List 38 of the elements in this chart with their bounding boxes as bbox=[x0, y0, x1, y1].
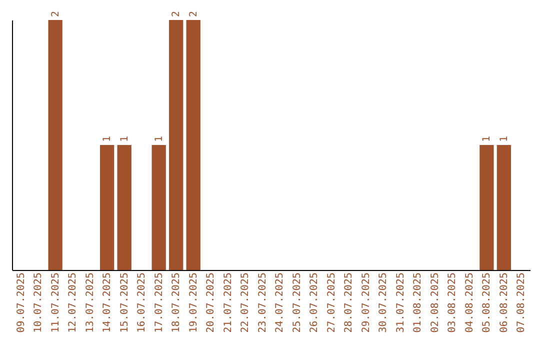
x-tick-label: 31.07.2025 bbox=[395, 272, 406, 333]
data-label: 1 bbox=[482, 136, 493, 142]
x-tick-label: 29.07.2025 bbox=[360, 272, 372, 333]
data-label: 2 bbox=[188, 10, 200, 17]
data-label: 1 bbox=[498, 136, 510, 142]
x-tick-label: 06.08.2025 bbox=[498, 272, 510, 333]
x-tick-label: 14.07.2025 bbox=[102, 272, 114, 333]
x-tick-label: 18.07.2025 bbox=[171, 272, 182, 333]
x-tick-label: 23.07.2025 bbox=[257, 272, 268, 333]
x-tick-label: 07.08.2025 bbox=[516, 272, 528, 333]
x-tick-label: 02.08.2025 bbox=[430, 272, 441, 333]
x-tick-label: 26.07.2025 bbox=[309, 272, 320, 333]
data-label: 2 bbox=[50, 10, 62, 17]
x-tick-label: 01.08.2025 bbox=[412, 272, 424, 333]
x-tick-label: 20.07.2025 bbox=[206, 272, 217, 333]
x-tick-label: 09.07.2025 bbox=[16, 272, 27, 333]
x-tick-label: 22.07.2025 bbox=[240, 272, 252, 333]
x-tick-label: 16.07.2025 bbox=[136, 272, 148, 333]
x-tick-label: 28.07.2025 bbox=[344, 272, 355, 333]
x-tick-label: 25.07.2025 bbox=[292, 272, 303, 333]
x-tick-label: 21.07.2025 bbox=[222, 272, 234, 333]
x-tick-label: 03.08.2025 bbox=[447, 272, 458, 333]
x-tick-label: 19.07.2025 bbox=[188, 272, 200, 333]
x-tick-label: 27.07.2025 bbox=[326, 272, 338, 333]
x-tick-label: 10.07.2025 bbox=[33, 272, 44, 333]
x-tick-label: 17.07.2025 bbox=[154, 272, 165, 333]
x-tick-label: 12.07.2025 bbox=[68, 272, 79, 333]
x-tick-label: 04.08.2025 bbox=[464, 272, 476, 333]
x-tick-label: 11.07.2025 bbox=[50, 272, 62, 333]
data-label: 1 bbox=[119, 136, 130, 142]
x-tick-label: 30.07.2025 bbox=[378, 272, 390, 333]
x-tick-label: 15.07.2025 bbox=[119, 272, 130, 333]
x-tick-label: 05.08.2025 bbox=[482, 272, 493, 333]
x-tick-label: 13.07.2025 bbox=[84, 272, 96, 333]
data-label: 1 bbox=[102, 136, 114, 142]
x-tick-label: 24.07.2025 bbox=[274, 272, 286, 333]
data-label: 2 bbox=[171, 10, 182, 17]
data-label: 1 bbox=[154, 136, 165, 142]
